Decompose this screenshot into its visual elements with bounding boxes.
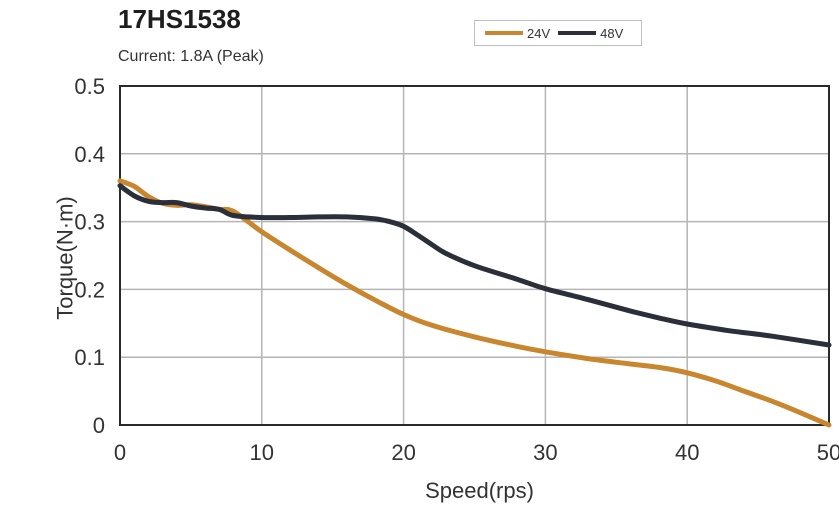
chart-subtitle: Current: 1.8A (Peak) [118, 48, 264, 65]
chart-legend: 24V 48V [474, 20, 642, 46]
legend-swatch-48v [558, 31, 597, 35]
y-tick-label-4: 0.4 [74, 142, 105, 167]
series-line-48v [117, 183, 832, 348]
x-tick-label-0: 0 [114, 440, 126, 465]
y-tick-label-2: 0.2 [74, 277, 105, 302]
series-line-24v [117, 178, 832, 428]
x-tick-label-1: 10 [250, 440, 274, 465]
legend-swatch-24v [485, 31, 523, 35]
legend-label-48v: 48V [600, 25, 624, 41]
x-axis-label: Speed(rps) [425, 478, 534, 503]
legend-label-24v: 24V [527, 25, 551, 41]
x-tick-label-2: 20 [391, 440, 415, 465]
y-tick-label-0: 0 [93, 413, 105, 438]
legend-item-48v: 48V [558, 26, 623, 41]
x-tick-label-3: 30 [533, 440, 557, 465]
y-tick-label-1: 0.1 [74, 345, 105, 370]
x-tick-label-4: 40 [675, 440, 699, 465]
y-tick-label-3: 0.3 [74, 210, 105, 235]
plot-frame [119, 85, 830, 426]
chart-title: 17HS1538 [118, 4, 241, 34]
y-tick-label-5: 0.5 [74, 74, 105, 99]
legend-item-24v: 24V [485, 26, 550, 41]
y-axis-label: Torque(N·m) [52, 196, 78, 320]
x-tick-label-5: 50 [817, 440, 839, 465]
